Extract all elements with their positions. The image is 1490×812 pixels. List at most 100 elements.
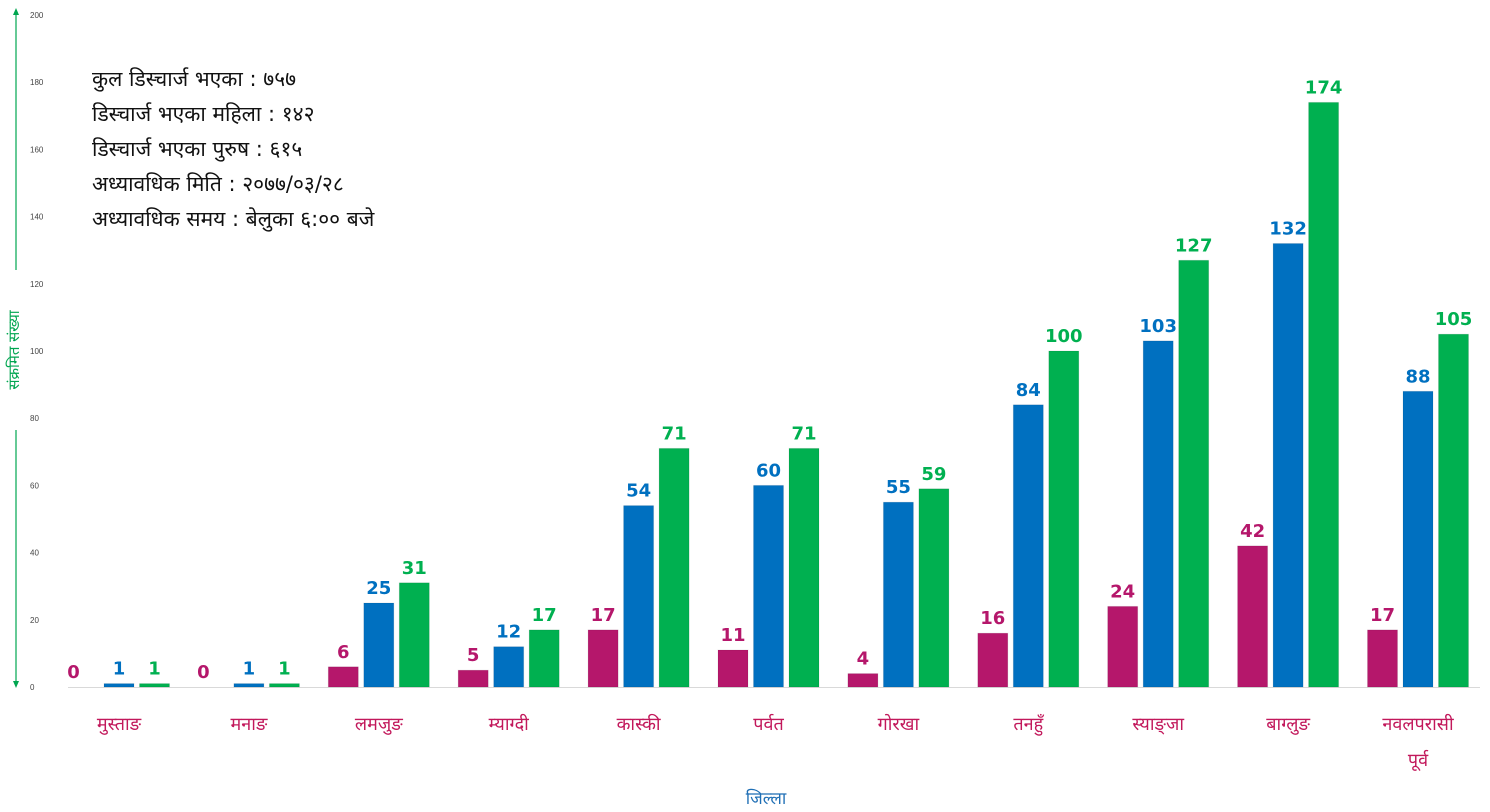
category-labels-group: मुस्ताङ मनाङ लमजुङ म्याग्दी कास्की पर्वत गोरखा…	[97, 713, 1454, 771]
data-label: 71	[791, 423, 816, 444]
bar-series-1	[847, 673, 879, 688]
bar-series-2	[363, 602, 395, 688]
bar-series-3	[1048, 350, 1080, 688]
category-label: लमजुङ	[355, 714, 403, 735]
data-label: 132	[1269, 219, 1307, 240]
data-label: 6	[337, 642, 350, 663]
info-line-updated-time: अध्यावधिक समय : बेलुका ६:०० बजे	[92, 207, 375, 232]
bar-series-1	[1237, 545, 1269, 688]
data-label: 42	[1240, 521, 1265, 542]
y-axis-arrowhead-up	[13, 8, 19, 15]
bar-series-2	[103, 683, 135, 688]
data-label: 12	[496, 622, 521, 643]
bar-series-2	[1142, 340, 1174, 688]
bar-series-2	[233, 683, 265, 688]
y-tick-label: 60	[30, 481, 39, 490]
data-label: 17	[532, 605, 557, 626]
y-tick-labels: 0 20 40 60 80 100 120 140 160 180 200	[30, 11, 44, 692]
data-label: 25	[366, 578, 391, 599]
y-axis-arrowhead-down	[13, 681, 19, 688]
data-label: 174	[1305, 77, 1343, 98]
bar-series-1	[327, 666, 359, 688]
data-label: 54	[626, 481, 651, 502]
bar-series-2	[493, 646, 525, 688]
data-label: 100	[1045, 326, 1083, 347]
bar-series-2	[753, 484, 784, 688]
data-label: 55	[886, 477, 911, 498]
y-tick-label: 160	[30, 145, 44, 154]
y-tick-label: 100	[30, 347, 44, 356]
data-label: 84	[1016, 380, 1041, 401]
category-label: गोरखा	[878, 713, 920, 735]
data-label: 0	[67, 662, 80, 683]
x-axis-title: जिल्ला	[746, 788, 787, 809]
data-label: 71	[662, 423, 687, 444]
data-label: 1	[278, 659, 291, 680]
data-label: 16	[980, 608, 1005, 629]
bar-series-2	[1272, 243, 1304, 688]
summary-info-box: कुल डिस्चार्ज भएका : ७५७ डिस्चार्ज भएका …	[92, 67, 375, 232]
y-tick-label: 200	[30, 11, 44, 20]
bar-series-3	[268, 683, 300, 688]
bar-series-2	[1012, 404, 1044, 688]
data-label: 0	[197, 662, 210, 683]
data-label: 17	[1370, 605, 1395, 626]
category-label: पर्वत	[753, 713, 784, 735]
bar-series-2	[623, 505, 655, 688]
bar-series-1	[1107, 605, 1139, 688]
category-label: बाग्लुङ	[1266, 714, 1310, 735]
data-label: 59	[921, 464, 946, 485]
category-label: नवलपरासी	[1382, 713, 1454, 735]
data-label: 17	[591, 605, 616, 626]
bar-series-2	[882, 501, 914, 688]
info-line-discharged-male: डिस्चार्ज भएका पुरुष : ६१५	[92, 137, 302, 162]
bar-series-1	[977, 632, 1009, 688]
category-label: मनाङ	[230, 714, 267, 735]
y-tick-label: 0	[30, 683, 35, 692]
data-label: 31	[402, 558, 427, 579]
info-line-total-discharged: कुल डिस्चार्ज भएका : ७५७	[92, 67, 296, 92]
bars-group	[103, 101, 1469, 688]
bar-series-3	[139, 683, 170, 688]
data-label: 5	[467, 645, 480, 666]
y-axis-title: संक्रमित संख्या	[5, 309, 23, 389]
bar-series-3	[658, 447, 690, 688]
category-label: स्याङ्जा	[1132, 714, 1184, 735]
bar-series-1	[717, 649, 749, 688]
data-label: 60	[756, 460, 781, 481]
category-label: मुस्ताङ	[97, 714, 142, 735]
data-label: 11	[720, 625, 745, 646]
y-tick-label: 20	[30, 616, 39, 625]
bar-series-3	[788, 447, 820, 688]
category-label: म्याग्दी	[489, 713, 530, 735]
bar-series-3	[1308, 101, 1340, 688]
bar-series-3	[918, 488, 950, 688]
y-tick-label: 80	[30, 414, 39, 423]
data-label: 24	[1110, 581, 1135, 602]
bar-series-3	[1178, 259, 1210, 688]
data-label: 105	[1435, 309, 1473, 330]
bar-series-2	[1402, 390, 1434, 688]
y-tick-label: 180	[30, 78, 44, 87]
y-tick-label: 40	[30, 549, 39, 558]
data-label: 4	[857, 649, 870, 670]
bar-series-1	[1367, 629, 1398, 688]
data-label: 103	[1139, 316, 1177, 337]
data-label: 127	[1175, 235, 1213, 256]
category-label: कास्की	[617, 713, 661, 735]
info-line-discharged-female: डिस्चार्ज भएका महिला : १४२	[92, 102, 315, 126]
y-tick-label: 120	[30, 280, 44, 289]
data-label: 1	[243, 659, 256, 680]
data-label: 1	[148, 659, 161, 680]
y-tick-label: 140	[30, 213, 44, 222]
category-label: पूर्व	[1408, 749, 1429, 771]
bar-series-3	[1438, 333, 1469, 688]
bar-series-3	[398, 582, 430, 688]
bar-series-3	[528, 629, 560, 688]
category-label: तनहुँ	[1013, 713, 1044, 736]
data-label: 88	[1405, 366, 1430, 387]
info-line-updated-date: अध्यावधिक मिति : २०७७/०३/२८	[92, 172, 344, 196]
y-axis: संक्रमित संख्या 0 20 40 60 80 100 120 140 160 180…	[5, 8, 44, 692]
